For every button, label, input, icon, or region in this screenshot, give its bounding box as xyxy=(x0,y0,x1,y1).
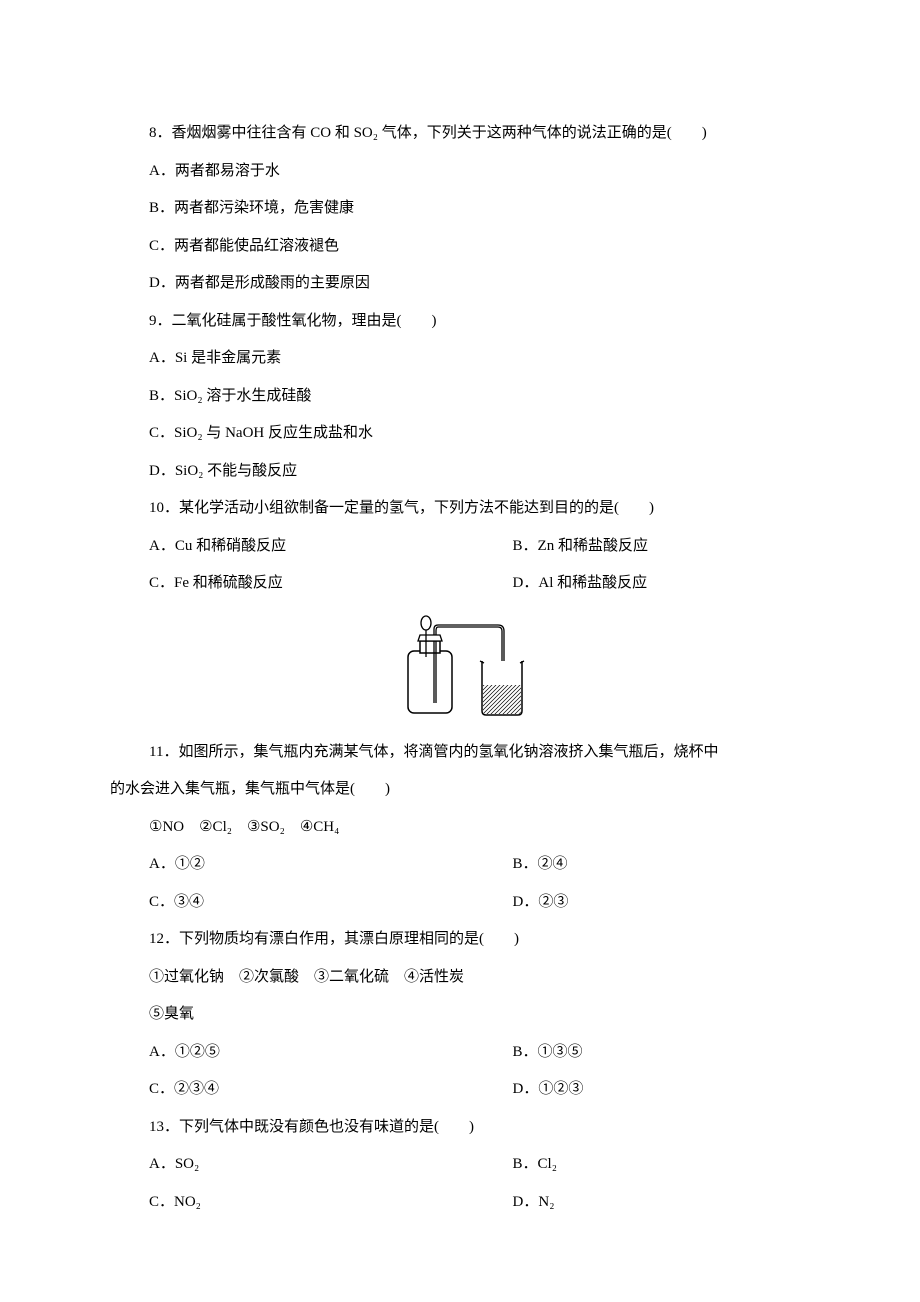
q13-opt-d: D．N₂ xyxy=(513,1184,810,1222)
q10-row1: A．Cu 和稀硝酸反应 B．Zn 和稀盐酸反应 xyxy=(110,528,810,566)
q12-opt-d: D．①②③ xyxy=(513,1071,810,1109)
q12-opt-b: B．①③⑤ xyxy=(513,1034,810,1072)
apparatus-figure xyxy=(110,611,810,730)
q13-opt-a: A．SO₂ xyxy=(149,1146,513,1184)
q8-opt-d: D．两者都是形成酸雨的主要原因 xyxy=(110,265,810,303)
q13-row2: C．NO₂ D．N₂ xyxy=(110,1184,810,1222)
q9-opt-c: C．SiO₂ 与 NaOH 反应生成盐和水 xyxy=(110,415,810,453)
q10-opt-a: A．Cu 和稀硝酸反应 xyxy=(149,528,513,566)
q12-row1: A．①②⑤ B．①③⑤ xyxy=(110,1034,810,1072)
page: 8．香烟烟雾中往往含有 CO 和 SO₂ 气体，下列关于这两种气体的说法正确的是… xyxy=(0,0,920,1302)
q8-opt-b: B．两者都污染环境，危害健康 xyxy=(110,190,810,228)
q11-row1: A．①② B．②④ xyxy=(110,846,810,884)
q11-row2: C．③④ D．②③ xyxy=(110,884,810,922)
q10-stem: 10．某化学活动小组欲制备一定量的氢气，下列方法不能达到目的的是( ) xyxy=(110,490,810,528)
q10-opt-b: B．Zn 和稀盐酸反应 xyxy=(513,528,810,566)
q9-opt-a: A．Si 是非金属元素 xyxy=(110,340,810,378)
q13-row1: A．SO₂ B．Cl₂ xyxy=(110,1146,810,1184)
q11-opt-d: D．②③ xyxy=(513,884,810,922)
q12-opt-c: C．②③④ xyxy=(149,1071,513,1109)
q10-row2: C．Fe 和稀硫酸反应 D．Al 和稀盐酸反应 xyxy=(110,565,810,603)
q11-stem2: 的水会进入集气瓶，集气瓶中气体是( ) xyxy=(110,771,810,809)
q13-opt-c: C．NO₂ xyxy=(149,1184,513,1222)
q10-opt-d: D．Al 和稀盐酸反应 xyxy=(513,565,810,603)
q8-stem: 8．香烟烟雾中往往含有 CO 和 SO₂ 气体，下列关于这两种气体的说法正确的是… xyxy=(110,115,810,153)
q11-opt-b: B．②④ xyxy=(513,846,810,884)
q9-stem: 9．二氧化硅属于酸性氧化物，理由是( ) xyxy=(110,303,810,341)
q12-circled1: ①过氧化钠 ②次氯酸 ③二氧化硫 ④活性炭 xyxy=(110,959,810,997)
q12-stem: 12．下列物质均有漂白作用，其漂白原理相同的是( ) xyxy=(110,921,810,959)
q11-stem1: 11．如图所示，集气瓶内充满某气体，将滴管内的氢氧化钠溶液挤入集气瓶后，烧杯中 xyxy=(110,734,810,772)
q11-opt-a: A．①② xyxy=(149,846,513,884)
q11-opt-c: C．③④ xyxy=(149,884,513,922)
q8-opt-c: C．两者都能使品红溶液褪色 xyxy=(110,228,810,266)
q9-opt-d: D．SiO₂ 不能与酸反应 xyxy=(110,453,810,491)
q12-row2: C．②③④ D．①②③ xyxy=(110,1071,810,1109)
q11-circled: ①NO ②Cl₂ ③SO₂ ④CH₄ xyxy=(110,809,810,847)
q8-opt-a: A．两者都易溶于水 xyxy=(110,153,810,191)
q13-stem: 13．下列气体中既没有颜色也没有味道的是( ) xyxy=(110,1109,810,1147)
q12-opt-a: A．①②⑤ xyxy=(149,1034,513,1072)
q13-opt-b: B．Cl₂ xyxy=(513,1146,810,1184)
q12-circled2: ⑤臭氧 xyxy=(110,996,810,1034)
q10-opt-c: C．Fe 和稀硫酸反应 xyxy=(149,565,513,603)
q9-opt-b: B．SiO₂ 溶于水生成硅酸 xyxy=(110,378,810,416)
